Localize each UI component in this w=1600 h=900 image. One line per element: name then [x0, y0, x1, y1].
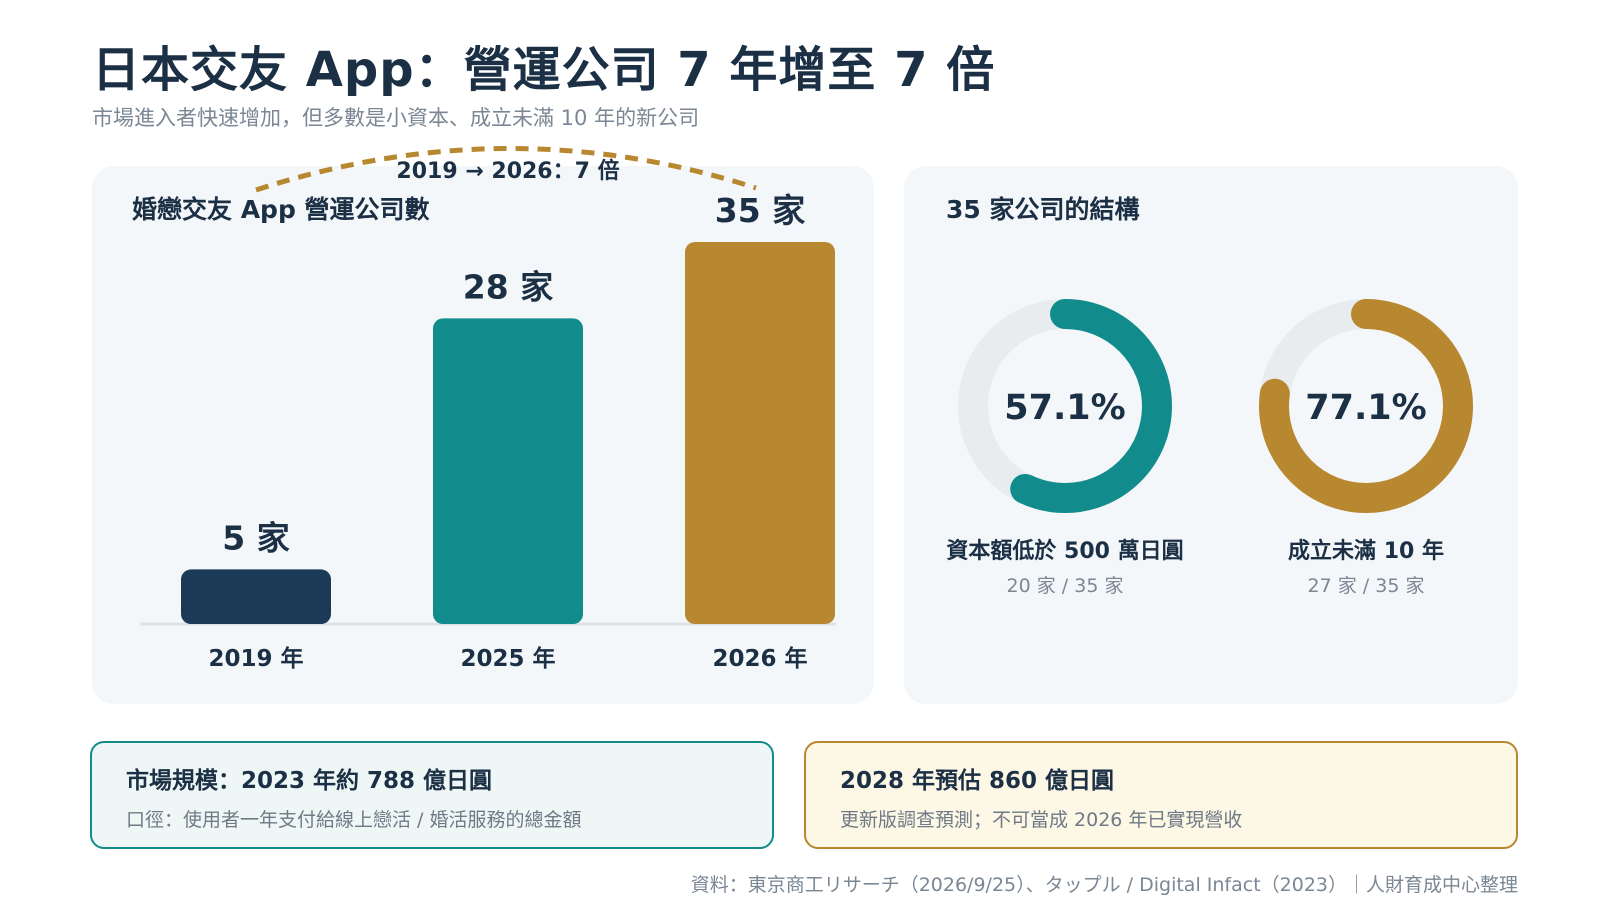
forecast-note: 2028 年預估 860 億日圓 更新版調查預測；不可當成 2026 年已實現營…: [804, 741, 1518, 849]
market-size-description: 口徑：使用者一年支付給線上戀活 / 婚活服務的總金額: [126, 809, 582, 831]
forecast-heading: 2028 年預估 860 億日圓: [840, 768, 1115, 794]
page-subtitle: 市場進入者快速增加，但多數是小資本、成立未滿 10 年的新公司: [92, 106, 700, 130]
source-citation: 資料：東京商工リサーチ（2026/9/25）、タップル / Digital In…: [690, 874, 1518, 896]
forecast-description: 更新版調查預測；不可當成 2026 年已實現營收: [840, 809, 1243, 831]
page-title: 日本交友 App：營運公司 7 年增至 7 倍: [92, 42, 996, 98]
market-size-note: 市場規模：2023 年約 788 億日圓 口徑：使用者一年支付給線上戀活 / 婚…: [90, 741, 774, 849]
bar-chart-title: 婚戀交友 App 營運公司數: [132, 195, 430, 224]
donut-chart-panel: [904, 166, 1518, 704]
donut-chart-title: 35 家公司的結構: [946, 195, 1140, 224]
bar-chart-panel: [92, 166, 874, 704]
market-size-heading: 市場規模：2023 年約 788 億日圓: [126, 768, 493, 794]
